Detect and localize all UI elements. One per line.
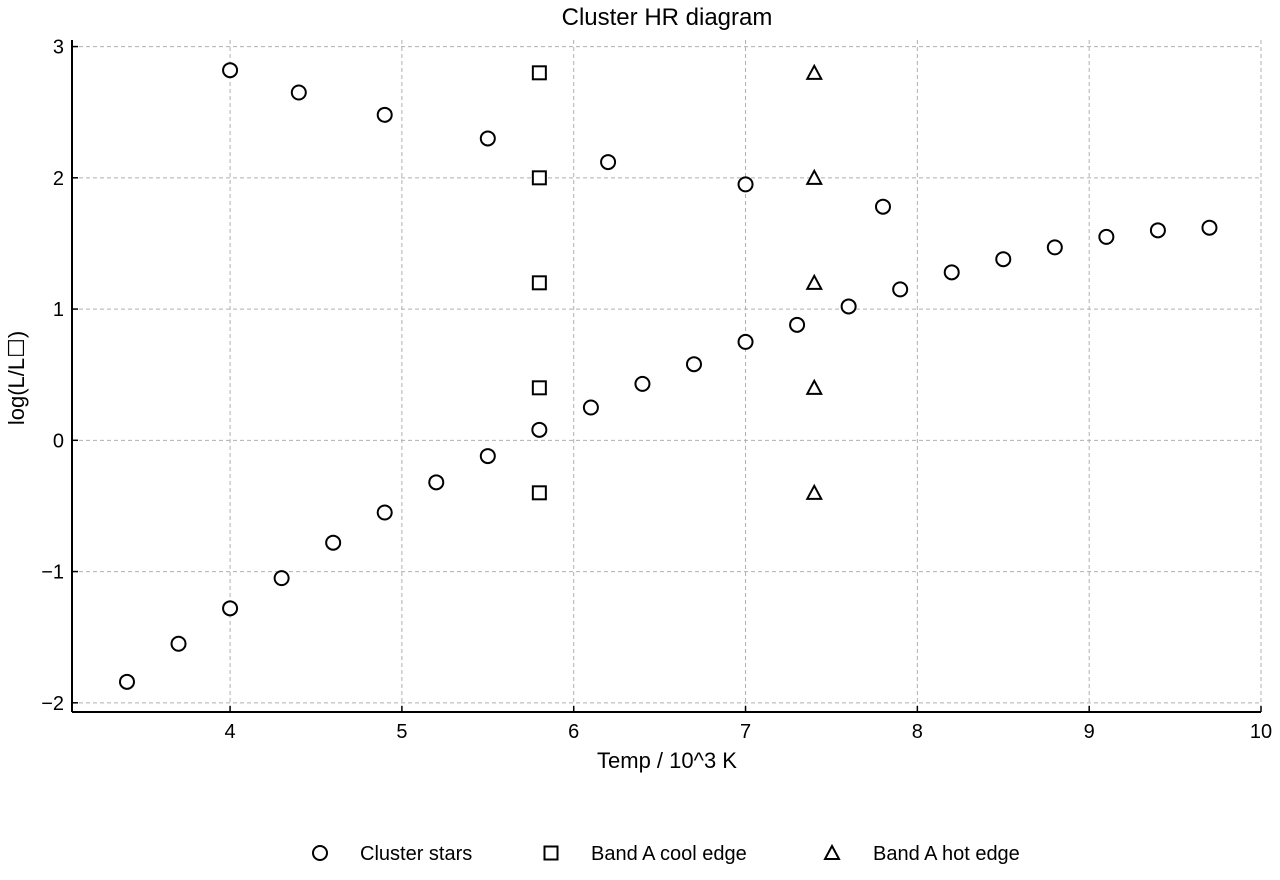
cluster-stars-point <box>1149 222 1166 239</box>
chart-title: Cluster HR diagram <box>562 4 773 31</box>
x-tick-label: 8 <box>912 721 923 743</box>
cluster-stars-point <box>290 84 307 101</box>
cluster-stars-point <box>995 251 1012 268</box>
cluster-stars-point <box>118 673 135 690</box>
cluster-stars-point <box>634 375 651 392</box>
y-tick-label: 2 <box>53 168 64 190</box>
cluster-stars-point <box>479 448 496 465</box>
cluster-stars-point <box>479 130 496 147</box>
y-tick-label: −2 <box>41 693 64 715</box>
x-tick-label: 6 <box>568 721 579 743</box>
legend-label-band-a-hot-edge: Band A hot edge <box>873 843 1020 865</box>
x-tick-label: 7 <box>740 721 751 743</box>
y-tick-label: 1 <box>53 299 64 321</box>
y-tick-label: −1 <box>41 562 64 584</box>
cluster-stars-point <box>874 198 891 215</box>
legend-marker-cluster-stars <box>312 845 328 861</box>
legend-marker-band-a-hot-edge <box>823 843 841 860</box>
cluster-stars-point <box>428 474 445 491</box>
cluster-stars-point <box>685 356 702 373</box>
band-a-hot-edge-point <box>805 273 823 290</box>
cluster-stars-point <box>1098 228 1115 245</box>
legend: Cluster stars Band A cool edge Band A hot … <box>312 843 1020 865</box>
y-tick-label: 3 <box>53 37 64 59</box>
band-a-cool-edge-point <box>531 65 547 81</box>
cluster-stars-point <box>222 600 239 617</box>
band-a-cool-edge-point <box>531 170 547 186</box>
cluster-stars-point <box>943 264 960 281</box>
band-a-hot-edge-point <box>805 378 823 395</box>
legend-label-cluster-stars: Cluster stars <box>360 843 472 865</box>
cluster-stars-point <box>737 176 754 193</box>
cluster-stars-point <box>170 635 187 652</box>
cluster-stars-point <box>840 298 857 315</box>
cluster-stars-point <box>531 421 548 438</box>
x-tick-label: 4 <box>225 721 236 743</box>
tick-labels: 4 5 6 7 8 9 10 −2 −1 0 1 2 3 <box>41 37 1272 743</box>
legend-label-band-a-cool-edge: Band A cool edge <box>591 843 747 865</box>
y-axis-label: log(L/L☐) <box>4 331 29 425</box>
cluster-stars-point <box>892 281 909 298</box>
x-tick-label: 5 <box>396 721 407 743</box>
cluster-stars-point <box>1201 219 1218 236</box>
x-axis-label: Temp / 10^3 K <box>597 748 737 773</box>
cluster-stars-point <box>376 504 393 521</box>
cluster-stars-point <box>582 399 599 416</box>
band-a-cool-edge-point <box>531 380 547 396</box>
cluster-stars-point <box>376 106 393 123</box>
cluster-stars-point <box>737 333 754 350</box>
cluster-stars-point <box>222 62 239 79</box>
legend-marker-band-a-cool-edge <box>543 845 559 861</box>
cluster-stars-point <box>273 570 290 587</box>
cluster-stars-point <box>1046 239 1063 256</box>
band-a-cool-edge-point <box>531 485 547 501</box>
data-points <box>118 62 1218 690</box>
band-a-hot-edge-point <box>805 483 823 500</box>
axes <box>71 40 1261 713</box>
band-a-cool-edge-point <box>531 275 547 291</box>
cluster-stars-point <box>600 154 617 171</box>
cluster-stars-point <box>789 316 806 333</box>
band-a-hot-edge-point <box>805 168 823 185</box>
x-tick-label: 10 <box>1250 721 1272 743</box>
x-tick-label: 9 <box>1084 721 1095 743</box>
band-a-hot-edge-point <box>805 63 823 80</box>
cluster-stars-point <box>325 534 342 551</box>
y-tick-label: 0 <box>53 430 64 452</box>
grid-lines <box>72 40 1262 712</box>
